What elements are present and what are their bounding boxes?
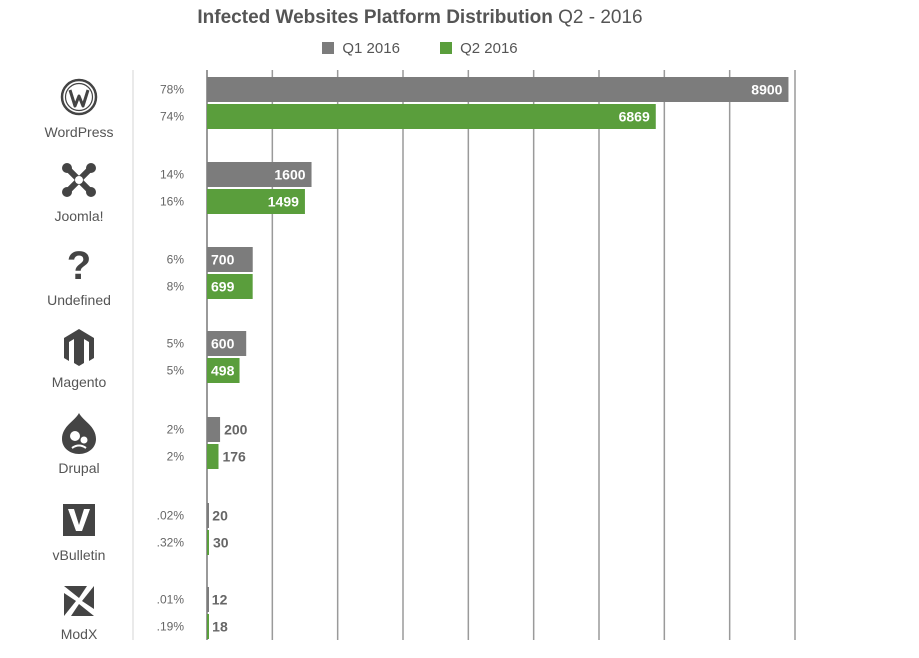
bar-q1 <box>207 503 209 528</box>
percent-label: .02% <box>157 509 185 523</box>
legend-item-q2: Q2 2016 <box>440 40 518 57</box>
percent-label: 8% <box>167 280 185 294</box>
legend-label-q2: Q2 2016 <box>460 40 518 57</box>
wordpress-icon <box>60 78 98 116</box>
percent-label: 2% <box>167 423 185 437</box>
percent-label: 74% <box>160 110 184 124</box>
chart-title-main: Infected Websites Platform Distribution <box>197 7 553 28</box>
value-label: 699 <box>211 279 235 295</box>
joomla-icon <box>62 163 96 197</box>
drupal-icon <box>62 413 96 454</box>
category-label: Joomla! <box>54 208 103 224</box>
value-label: 30 <box>213 535 229 551</box>
bar-q2 <box>207 530 209 555</box>
magento-icon <box>64 329 94 366</box>
percent-label: 6% <box>167 253 185 267</box>
category-label: ModX <box>61 626 98 642</box>
percent-labels: 78% 74% 14% 16% 6% 8% 5% 5% 2% 2% .02% .32% .01% .19% <box>157 83 185 634</box>
chart-title: Infected Websites Platform Distribution … <box>0 7 840 29</box>
percent-label: .19% <box>157 620 185 634</box>
category-label: vBulletin <box>53 547 106 563</box>
value-label: 1499 <box>268 194 299 210</box>
percent-label: .32% <box>157 536 185 550</box>
bar-q1 <box>207 247 253 272</box>
bar-q2 <box>207 614 209 639</box>
bar-q1 <box>207 587 209 612</box>
value-label: 1600 <box>274 167 305 183</box>
bar-q2 <box>207 358 240 383</box>
percent-label: 16% <box>160 195 184 209</box>
category-label: Drupal <box>58 460 99 476</box>
legend-item-q1: Q1 2016 <box>322 40 400 57</box>
legend-swatch-q2 <box>440 42 453 54</box>
gridlines <box>206 70 796 640</box>
bar-q1 <box>207 77 789 102</box>
value-label: 18 <box>212 619 228 635</box>
value-label: 200 <box>224 422 248 438</box>
bar-q2 <box>207 189 305 214</box>
bar-q2 <box>207 104 656 129</box>
value-label: 12 <box>212 592 228 608</box>
value-label: 700 <box>211 252 235 268</box>
bar-q1 <box>207 331 247 356</box>
legend: Q1 2016 Q2 2016 <box>0 40 840 57</box>
bar-q2 <box>207 444 219 469</box>
bars <box>207 77 789 639</box>
svg-text:?: ? <box>67 244 91 288</box>
percent-label: 14% <box>160 168 184 182</box>
value-label: 176 <box>222 449 246 465</box>
percent-label: 5% <box>167 364 185 378</box>
value-labels: 8900 6869 1600 1499 700 699 600 498 200 176 20 30 12… <box>211 82 783 635</box>
category-label: Undefined <box>47 292 111 308</box>
value-label: 8900 <box>751 82 782 98</box>
chart-subtitle: Q2 - 2016 <box>558 7 643 28</box>
percent-label: 78% <box>160 83 184 97</box>
value-label: 600 <box>211 336 235 352</box>
percent-label: .01% <box>157 593 185 607</box>
vbulletin-icon <box>63 504 95 536</box>
category-labels: WordPress Joomla! Undefined Magento Drupal vB… <box>45 124 114 642</box>
bar-q1 <box>207 162 312 187</box>
category-label: WordPress <box>45 124 114 140</box>
value-label: 498 <box>211 363 235 379</box>
legend-label-q1: Q1 2016 <box>342 40 400 57</box>
value-label: 6869 <box>619 109 650 125</box>
question-mark-icon: ? <box>67 244 91 288</box>
category-label: Magento <box>52 374 107 390</box>
bar-q2 <box>207 274 253 299</box>
bar-q1 <box>207 417 221 442</box>
value-label: 20 <box>212 508 228 524</box>
modx-icon <box>64 586 94 616</box>
percent-label: 2% <box>167 450 185 464</box>
legend-swatch-q1 <box>322 42 335 54</box>
percent-label: 5% <box>167 337 185 351</box>
